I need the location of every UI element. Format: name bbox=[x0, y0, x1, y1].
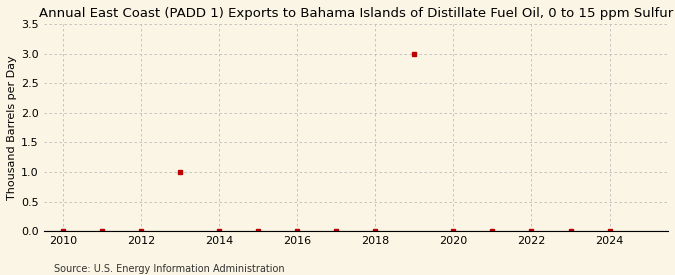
Title: Annual East Coast (PADD 1) Exports to Bahama Islands of Distillate Fuel Oil, 0 t: Annual East Coast (PADD 1) Exports to Ba… bbox=[38, 7, 673, 20]
Y-axis label: Thousand Barrels per Day: Thousand Barrels per Day bbox=[7, 55, 17, 200]
Text: Source: U.S. Energy Information Administration: Source: U.S. Energy Information Administ… bbox=[54, 264, 285, 274]
